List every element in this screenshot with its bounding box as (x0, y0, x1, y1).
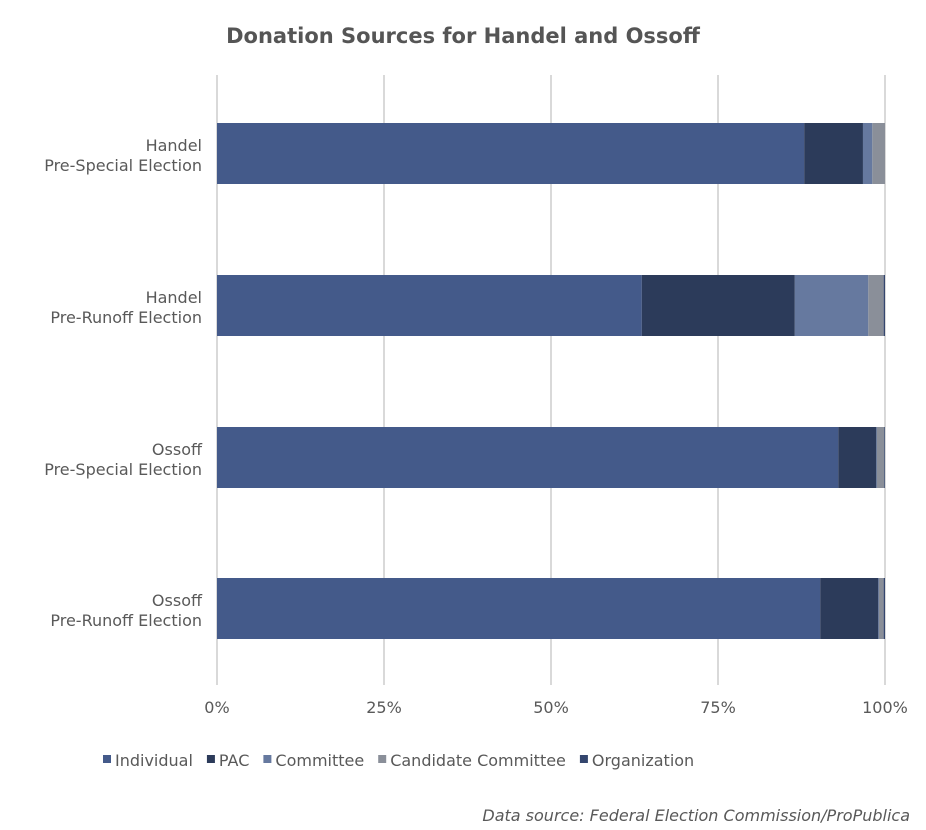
y-category-label: Pre-Runoff Election (50, 611, 202, 630)
bar-segment-candidate-committee (878, 578, 884, 639)
bar-segment-organization (883, 275, 885, 336)
bar-segment-committee (794, 275, 869, 336)
bar-segment-individual (217, 427, 839, 488)
legend-swatch (579, 755, 588, 763)
y-category-label: Handel (146, 288, 202, 307)
source-note: Data source: Federal Election Commission… (482, 806, 910, 825)
bar-segment-candidate-committee (872, 123, 885, 184)
legend-swatch (263, 755, 272, 763)
bar-segment-pac (820, 578, 879, 639)
y-category-label: Handel (146, 136, 202, 155)
x-tick-label: 100% (862, 698, 908, 717)
bar-segment-individual (217, 578, 821, 639)
x-tick-label: 50% (533, 698, 569, 717)
bar-segment-individual (217, 275, 642, 336)
legend-swatch (378, 755, 387, 763)
bar-segment-committee (878, 578, 879, 639)
legend-label: Organization (592, 751, 694, 770)
y-category-label: Pre-Special Election (44, 156, 202, 175)
bar-segment-organization (884, 427, 885, 488)
x-tick-label: 75% (700, 698, 736, 717)
bar-segment-pac (804, 123, 863, 184)
bar-segment-individual (217, 123, 805, 184)
y-category-label: Ossoff (152, 591, 203, 610)
bar-segment-committee (862, 123, 873, 184)
bar-segment-organization (883, 578, 885, 639)
y-category-label: Ossoff (152, 440, 203, 459)
x-tick-label: 0% (204, 698, 229, 717)
legend-swatch (103, 755, 111, 763)
bar-segment-candidate-committee (876, 427, 885, 488)
bar-segment-candidate-committee (868, 275, 884, 336)
y-category-label: Pre-Runoff Election (50, 308, 202, 327)
bar-segment-pac (838, 427, 877, 488)
legend-label: PAC (219, 751, 249, 770)
legend-swatch (206, 755, 215, 763)
legend-label: Candidate Committee (390, 751, 566, 770)
y-category-label: Pre-Special Election (44, 460, 202, 479)
bar-segment-pac (641, 275, 795, 336)
x-tick-label: 25% (366, 698, 402, 717)
legend-label: Individual (115, 751, 193, 770)
chart-title: Donation Sources for Handel and Ossoff (226, 24, 701, 48)
bar-segment-committee (876, 427, 877, 488)
legend-label: Committee (275, 751, 364, 770)
